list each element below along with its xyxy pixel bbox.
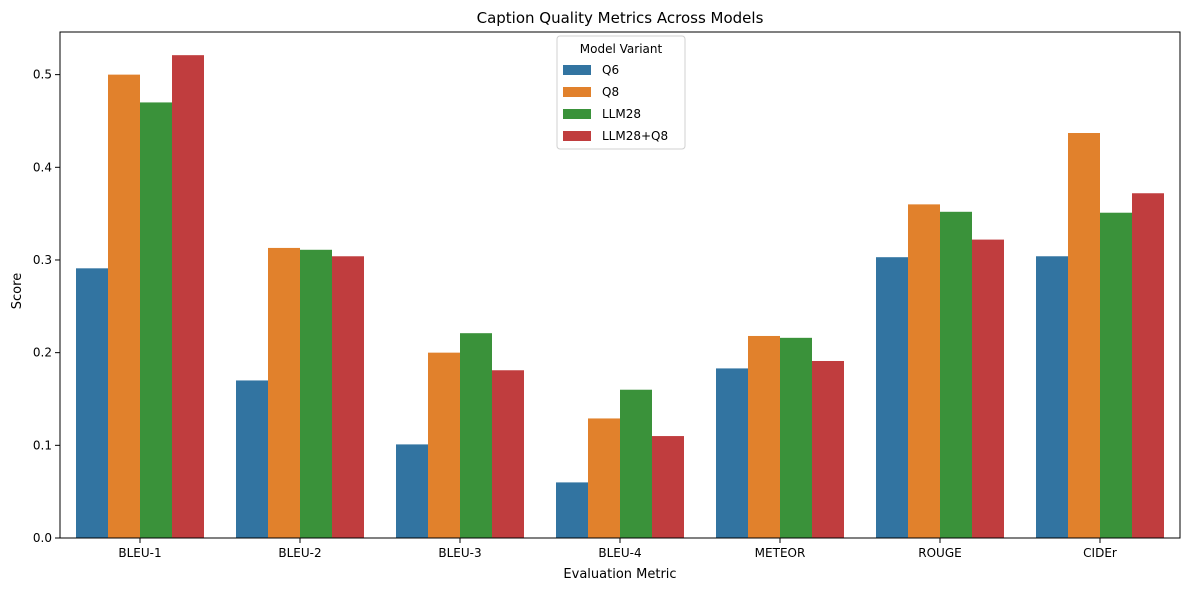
x-axis-label: Evaluation Metric [563,567,676,582]
y-tick-label: 0.4 [33,160,52,174]
bar-bleu-2-llm28 [300,249,332,538]
bar-meteor-llm28 [780,337,812,538]
bar-rouge-llm28-q8 [972,239,1004,538]
bar-bleu-3-llm28-q8 [492,370,524,538]
bar-bleu-2-q6 [236,380,268,538]
y-tick-label: 0.1 [33,438,52,452]
bar-meteor-q6 [716,368,748,538]
chart-title: Caption Quality Metrics Across Models [477,9,764,27]
bar-cider-llm28-q8 [1132,193,1164,538]
bar-meteor-llm28-q8 [812,360,844,538]
bar-bleu-4-llm28 [620,389,652,538]
legend-label: LLM28 [602,107,641,121]
x-tick-label: BLEU-2 [278,546,321,560]
y-axis-label: Score [10,273,25,309]
bar-rouge-q8 [908,204,940,538]
axes-layer: 0.0 0.1 0.2 0.3 0.4 0.5 BLEU-1 BLEU-2 BLEU-3 BLEU… [33,31,1181,560]
legend-items: Q6 Q8 LLM28 LLM28+Q8 [563,63,668,143]
bar-bleu-3-q8 [428,352,460,538]
bar-bleu-2-llm28-q8 [332,256,364,538]
bar-rouge-q6 [876,257,908,538]
x-tick-label: ROUGE [918,546,961,560]
bar-bleu-4-q6 [556,482,588,538]
y-tick-label: 0.3 [33,253,52,267]
bars-layer [76,55,1164,539]
bar-bleu-3-q6 [396,444,428,538]
y-tick-label: 0.2 [33,346,52,360]
bar-cider-llm28 [1100,212,1132,538]
legend-title: Model Variant [580,42,663,56]
bar-meteor-q8 [748,335,780,538]
bar-cider-q6 [1036,256,1068,538]
x-tick-label: BLEU-4 [598,546,641,560]
legend-label: Q6 [602,63,619,77]
legend-swatch-llm28 [563,109,591,119]
bar-bleu-2-q8 [268,247,300,538]
bar-bleu-4-llm28-q8 [652,436,684,538]
bar-bleu-3-llm28 [460,333,492,538]
legend: Model Variant Q6 Q8 LLM28 LLM28+Q8 [556,35,686,150]
bar-bleu-1-llm28 [140,102,172,539]
bar-bleu-4-q8 [588,418,620,538]
bar-cider-q8 [1068,133,1100,538]
x-tick-label: CIDEr [1083,546,1117,560]
x-tick-label: BLEU-1 [118,546,161,560]
x-tick-label: METEOR [755,546,806,560]
bar-bleu-1-llm28-q8 [172,55,204,539]
bar-rouge-llm28 [940,211,972,539]
bar-bleu-1-q6 [76,268,108,538]
legend-label: Q8 [602,85,619,99]
legend-swatch-q8 [563,87,591,97]
legend-label: LLM28+Q8 [602,129,668,143]
y-tick-label: 0.0 [33,531,52,545]
legend-swatch-llm28-q8 [563,131,591,141]
legend-swatch-q6 [563,65,591,75]
x-tick-label: BLEU-3 [438,546,481,560]
legend-frame [556,35,686,150]
bar-bleu-1-q8 [108,74,140,538]
y-tick-label: 0.5 [33,68,52,82]
